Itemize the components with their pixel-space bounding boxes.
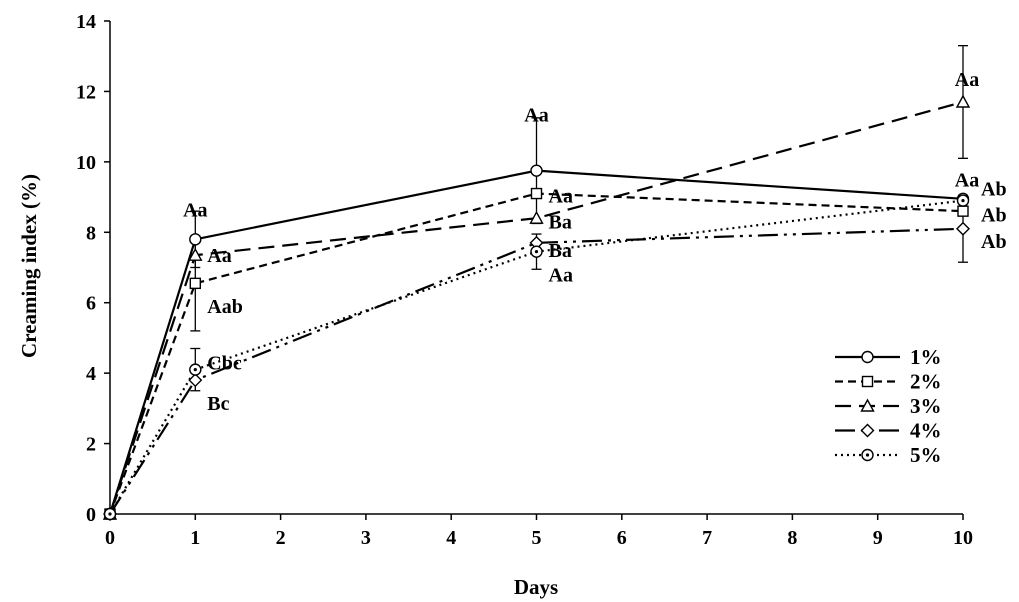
y-tick-label: 12	[76, 81, 96, 103]
y-tick-label: 2	[86, 434, 96, 456]
annotation-label: Aa	[524, 104, 548, 126]
legend-marker-2	[861, 375, 874, 388]
x-tick-label: 6	[617, 527, 627, 549]
data-point-3	[955, 94, 971, 108]
y-tick-label: 8	[86, 222, 96, 244]
data-point-5	[530, 245, 543, 258]
error-bars	[190, 45, 968, 392]
y-tick-label: 0	[86, 504, 96, 526]
y-axis-label: Creaming index (%)	[17, 174, 41, 358]
annotation-label: Aa	[183, 199, 207, 221]
legend-label-5: 5%	[910, 443, 942, 467]
annotation-label: Aa	[955, 169, 979, 191]
annotation-label: Bc	[207, 393, 229, 415]
legend-label-2: 2%	[910, 370, 942, 394]
annotation-label: Ab	[981, 205, 1007, 227]
legend-label-4: 4%	[910, 419, 942, 443]
legend: 1%2%3%4%5%	[835, 345, 942, 467]
data-point-4	[188, 373, 203, 388]
legend-marker-5	[861, 448, 874, 462]
y-tick-label: 6	[86, 293, 96, 315]
data-point-5	[103, 507, 117, 521]
series-line-3	[108, 100, 964, 515]
x-tick-label: 10	[953, 527, 973, 549]
series-line-1	[108, 169, 964, 515]
data-point-4	[956, 221, 970, 236]
annotation-label: Ba	[549, 212, 572, 234]
series-line-4	[109, 227, 964, 515]
x-tick-label: 1	[190, 527, 200, 549]
x-axis-label: Days	[514, 575, 558, 599]
legend-marker-4	[860, 423, 875, 438]
series-line-5	[109, 199, 964, 515]
y-tick-label: 10	[76, 152, 96, 174]
annotation-label: Aa	[207, 245, 231, 267]
x-tick-label: 3	[361, 527, 371, 549]
data-point-2	[189, 277, 202, 290]
data-point-5	[189, 363, 202, 376]
annotation-label: Aa	[549, 265, 573, 287]
annotation-label: Cbc	[207, 353, 242, 375]
axes	[104, 20, 964, 520]
x-tick-label: 2	[276, 527, 286, 549]
data-point-3	[529, 210, 544, 224]
legend-marker-1	[861, 350, 874, 364]
annotation-label: Ab	[981, 178, 1007, 200]
y-tick-label: 4	[86, 363, 96, 385]
x-tick-label: 0	[105, 527, 115, 549]
annotation-label: Aa	[549, 185, 573, 207]
data-point-1	[189, 233, 202, 246]
data-point-1	[530, 164, 543, 177]
data-point-3	[188, 247, 203, 261]
legend-label-1: 1%	[910, 345, 942, 369]
y-tick-label: 14	[76, 11, 96, 33]
x-tick-label: 9	[873, 527, 883, 549]
annotation-label: Ba	[549, 240, 572, 262]
annotation-label: Aa	[955, 69, 979, 91]
data-point-2	[530, 187, 543, 200]
x-tick-label: 7	[702, 527, 712, 549]
legend-marker-3	[860, 398, 875, 412]
series-line-2	[108, 192, 964, 515]
annotation-label: Aab	[207, 296, 243, 318]
x-tick-label: 8	[787, 527, 797, 549]
x-tick-label: 5	[532, 527, 542, 549]
data-point-5	[956, 194, 970, 207]
legend-label-3: 3%	[910, 394, 942, 418]
annotation-label: Ab	[981, 231, 1007, 253]
x-tick-label: 4	[446, 527, 456, 549]
series-group	[102, 94, 971, 521]
data-point-2	[957, 205, 969, 217]
